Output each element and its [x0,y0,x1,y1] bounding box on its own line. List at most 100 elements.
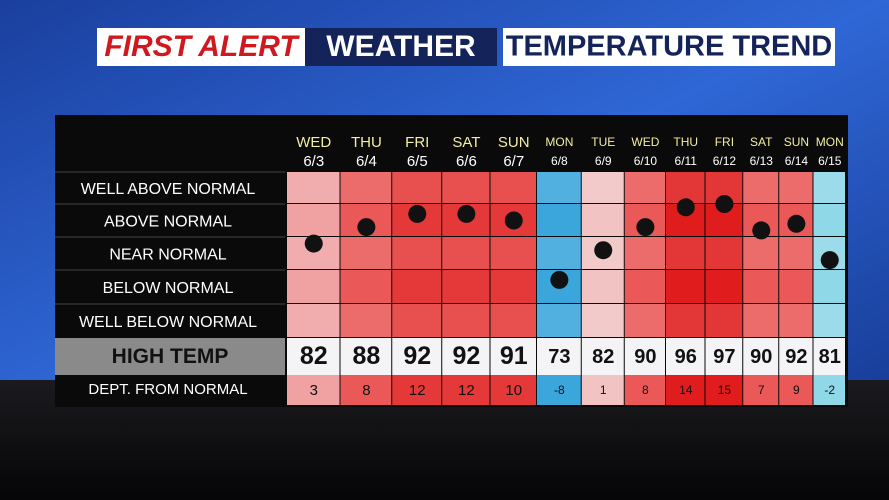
trend-cell [743,172,779,203]
trend-cell [392,270,442,303]
high-label-box [55,338,285,375]
high-cell [705,338,743,375]
trend-cell [287,304,340,337]
title-box [97,28,305,66]
departure: 8 [642,383,649,397]
trend-cell [624,270,665,303]
cell-shade [490,237,536,269]
day-name: THU [351,134,382,151]
title-brand: FIRST ALERT [104,30,300,63]
trend-cell [743,270,779,303]
departure: 10 [505,382,522,399]
departure: 12 [409,382,426,399]
high-temp: 92 [403,342,431,370]
cell-shade [392,237,442,269]
cell-shade [743,172,779,203]
high-cell [537,338,581,375]
day-name: SAT [750,135,773,149]
trend-cell [813,304,845,337]
title-box [305,28,497,66]
cell-shade [813,304,845,337]
dept-label: DEPT. FROM NORMAL [88,381,247,398]
cell-shade [442,237,490,269]
trend-dot [408,204,427,223]
departure: 14 [679,383,693,397]
trend-cell [442,304,490,337]
trend-cell [537,204,581,236]
cell-shade [705,304,743,337]
high-temp: 97 [713,346,735,368]
high-temp: 91 [500,342,528,370]
high-temp: 90 [634,346,656,368]
cell-shade [666,304,705,337]
trend-cell [666,270,705,303]
day-date: 6/12 [713,154,737,168]
day-name: WED [631,135,659,149]
trend-cell [779,172,813,203]
trend-cell [490,172,536,203]
trend-cell [743,304,779,337]
day-name: TUE [591,135,615,149]
high-cell [813,338,845,375]
trend-cell [392,172,442,203]
departure: 12 [458,382,475,399]
trend-dot [594,241,613,260]
departure: 1 [600,383,607,397]
trend-cell [581,172,624,203]
trend-cell [490,237,536,269]
dept-cell [287,375,340,405]
trend-cell [442,237,490,269]
high-temp: 92 [452,342,480,370]
cell-shade [340,237,392,269]
dept-cell [581,375,624,405]
cell-shade [666,237,705,269]
dept-cell [779,375,813,405]
dept-cell [340,375,392,405]
trend-dot [820,251,839,270]
trend-cell [340,270,392,303]
high-cell [287,338,340,375]
trend-cell [666,304,705,337]
day-name: SUN [498,134,530,151]
trend-cell [705,304,743,337]
trend-cell [666,237,705,269]
row-label: WELL ABOVE NORMAL [81,181,256,198]
high-cell [779,338,813,375]
trend-cell [392,304,442,337]
trend-cell [705,237,743,269]
high-cell [392,338,442,375]
high-temp: 92 [785,346,807,368]
trend-cell [705,270,743,303]
cell-shade [537,172,581,203]
day-date: 6/13 [750,154,774,168]
trend-cell [813,172,845,203]
trend-cell [490,304,536,337]
trend-cell [624,172,665,203]
trend-cell [340,172,392,203]
cell-shade [392,172,442,203]
title-weather: WEATHER [326,30,476,63]
cell-shade [490,172,536,203]
trend-cell [537,172,581,203]
departure: -2 [824,383,835,397]
day-date: 6/14 [785,154,809,168]
row-label: BELOW NORMAL [103,280,234,297]
trend-dot [676,198,695,217]
cell-shade [624,172,665,203]
trend-cell [442,270,490,303]
trend-dot [304,234,323,253]
dept-cell [705,375,743,405]
day-date: 6/8 [551,154,568,168]
high-cell [490,338,536,375]
dept-cell [490,375,536,405]
cell-shade [340,172,392,203]
high-temp: 81 [819,346,841,368]
day-name: THU [673,135,698,149]
cell-shade [779,172,813,203]
trend-cell [624,237,665,269]
day-name: MON [816,135,844,149]
trend-dot [715,195,734,213]
trend-cell [537,304,581,337]
day-date: 6/15 [818,154,842,168]
